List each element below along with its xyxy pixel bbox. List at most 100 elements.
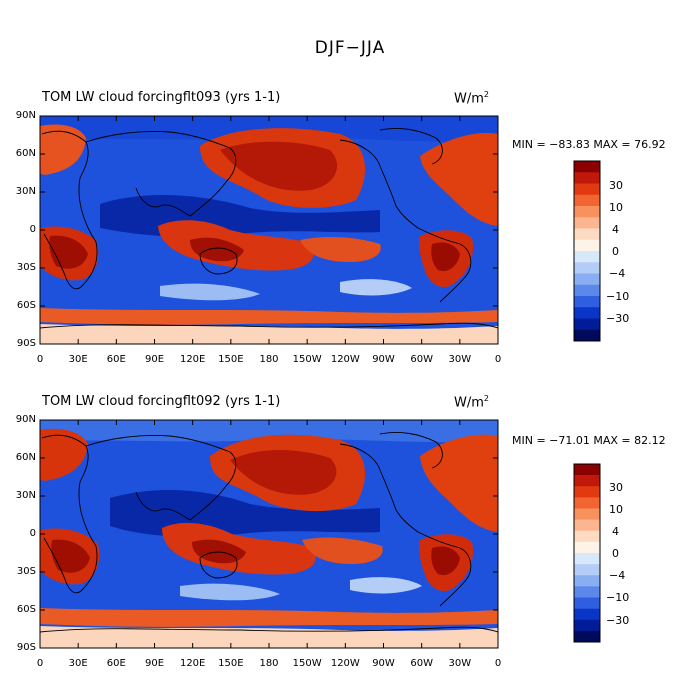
panel-1-colorbar xyxy=(573,160,601,342)
colorbar-label: −4 xyxy=(609,569,626,582)
colorbar-swatch xyxy=(574,586,600,598)
colorbar-swatch xyxy=(574,508,600,520)
colorbar-swatch xyxy=(574,564,600,576)
x-tick: 60E xyxy=(106,658,126,669)
colorbar-label: 30 xyxy=(609,179,623,192)
colorbar-label: 10 xyxy=(609,503,623,516)
x-tick: 60W xyxy=(410,658,433,669)
colorbar-swatch xyxy=(574,273,600,286)
colorbar-label: −10 xyxy=(606,290,630,303)
panel-2-title: TOM LW cloud forcingflt092 (yrs 1-1) xyxy=(42,394,281,409)
colorbar-swatch xyxy=(574,486,600,498)
x-tick: 30W xyxy=(448,354,472,365)
panel-1-stats: MIN = −83.83 MAX = 76.92 xyxy=(512,138,666,151)
colorbar-swatch xyxy=(574,597,600,609)
y-tick: 60N xyxy=(15,452,36,463)
y-tick: 30N xyxy=(15,186,36,197)
colorbar-swatch xyxy=(574,541,600,554)
x-tick: 150W xyxy=(292,658,322,669)
colorbar-label: 10 xyxy=(609,201,623,214)
x-tick: 90W xyxy=(372,658,395,669)
y-tick: 30N xyxy=(15,490,36,501)
colorbar-swatch xyxy=(574,575,600,587)
x-tick: 120W xyxy=(330,354,360,365)
colorbar-swatch xyxy=(574,284,600,297)
southern-ocean-red xyxy=(40,308,498,325)
panel-1-title: TOM LW cloud forcingflt093 (yrs 1-1) xyxy=(42,90,281,105)
colorbar-swatch xyxy=(574,630,600,643)
y-tick: 30S xyxy=(16,566,36,577)
x-tick: 0 xyxy=(494,354,502,365)
y-tick: 90N xyxy=(15,414,36,425)
x-tick: 60E xyxy=(106,354,126,365)
colorbar-swatch xyxy=(574,296,600,308)
colorbar-label: 4 xyxy=(612,223,619,236)
colorbar-swatch xyxy=(574,464,600,476)
panel-2-map xyxy=(40,420,498,648)
colorbar-swatch xyxy=(574,329,600,342)
colorbar-swatch xyxy=(574,608,600,621)
x-tick: 120E xyxy=(179,658,206,669)
colorbar-label: 4 xyxy=(612,525,619,538)
colorbar-label: 30 xyxy=(609,481,623,494)
x-tick: 150W xyxy=(292,354,322,365)
x-tick: 120W xyxy=(330,658,360,669)
colorbar-swatch xyxy=(574,251,600,263)
y-tick: 30S xyxy=(16,262,36,273)
colorbar-swatch xyxy=(574,239,600,252)
colorbar-swatch xyxy=(574,228,600,241)
x-tick: 90E xyxy=(144,354,165,365)
colorbar-swatch xyxy=(574,206,600,218)
colorbar-swatch xyxy=(574,307,600,319)
colorbar-swatch xyxy=(574,217,600,229)
colorbar-swatch xyxy=(574,161,600,173)
colorbar-label: −10 xyxy=(606,591,630,604)
colorbar-swatch xyxy=(574,183,600,196)
colorbar-swatch xyxy=(574,262,600,274)
colorbar-swatch xyxy=(574,519,600,532)
x-tick: 30E xyxy=(68,658,88,669)
x-tick: 0 xyxy=(36,354,44,365)
y-tick: 0 xyxy=(29,224,36,235)
map-frame xyxy=(39,419,499,649)
y-tick: 90S xyxy=(16,642,36,653)
x-tick: 180 xyxy=(259,658,279,669)
colorbar-label: −30 xyxy=(606,312,630,325)
x-tick: 180 xyxy=(259,354,279,365)
y-tick: 90S xyxy=(16,338,36,349)
x-tick: 60W xyxy=(410,354,433,365)
colorbar-swatch xyxy=(574,172,600,184)
panel-2-colorbar xyxy=(573,463,601,643)
x-tick: 30E xyxy=(68,354,88,365)
colorbar-label: −4 xyxy=(609,267,626,280)
panel-1-units: W/m2 xyxy=(454,90,489,107)
panel-2-stats: MIN = −71.01 MAX = 82.12 xyxy=(512,434,666,447)
y-tick: 90N xyxy=(15,110,36,121)
y-tick: 0 xyxy=(29,528,36,539)
x-tick: 120E xyxy=(179,354,206,365)
colorbar-swatch xyxy=(574,619,600,632)
y-tick: 60S xyxy=(16,604,36,615)
north-atlantic-red xyxy=(420,132,498,226)
panel-2-units: W/m2 xyxy=(454,394,489,411)
x-tick: 90E xyxy=(144,658,165,669)
x-tick: 150E xyxy=(218,658,244,669)
colorbar-label: 0 xyxy=(612,547,619,560)
x-tick: 0 xyxy=(494,658,502,669)
colorbar-swatch xyxy=(574,475,600,487)
figure-title: DJF−JJA xyxy=(314,38,386,58)
x-tick: 90W xyxy=(372,354,395,365)
colorbar-label: 0 xyxy=(612,245,619,258)
x-tick: 0 xyxy=(36,658,44,669)
x-tick: 150E xyxy=(218,354,244,365)
y-tick: 60N xyxy=(15,148,36,159)
colorbar-swatch xyxy=(574,497,600,509)
x-tick: 30W xyxy=(448,658,472,669)
map-frame xyxy=(39,115,499,345)
colorbar-swatch xyxy=(574,553,600,565)
coastlines xyxy=(40,127,498,329)
colorbar-swatch xyxy=(574,194,600,207)
y-tick: 60S xyxy=(16,300,36,311)
colorbar-swatch xyxy=(574,530,600,543)
colorbar-swatch xyxy=(574,318,600,331)
